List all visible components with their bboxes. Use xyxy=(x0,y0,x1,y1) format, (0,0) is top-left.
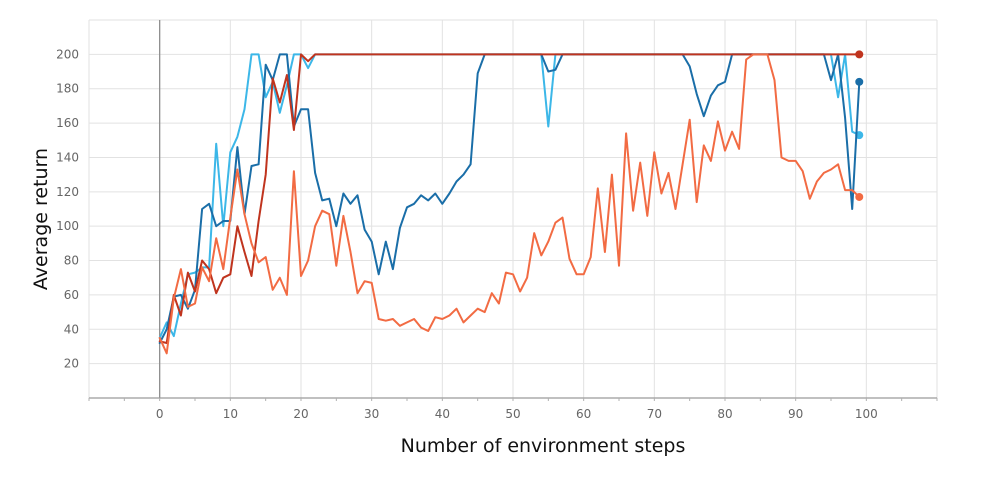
series-end-marker xyxy=(855,50,864,59)
x-tick-label: 70 xyxy=(647,407,662,421)
series-end-marker xyxy=(855,192,864,201)
y-tick-label: 120 xyxy=(56,185,79,199)
x-tick-label: 30 xyxy=(364,407,379,421)
y-tick-label: 80 xyxy=(64,254,79,268)
x-axis-label: Number of environment steps xyxy=(401,435,686,457)
y-tick-label: 180 xyxy=(56,82,79,96)
y-tick-label: 100 xyxy=(56,219,79,233)
x-tick-label: 100 xyxy=(855,407,878,421)
x-tick-label: 40 xyxy=(435,407,450,421)
x-tick-label: 90 xyxy=(788,407,803,421)
series-line xyxy=(158,53,861,344)
x-tick-label: 80 xyxy=(717,407,732,421)
series-layer xyxy=(158,50,864,355)
x-tick-label: 20 xyxy=(293,407,308,421)
y-tick-label: 40 xyxy=(64,322,79,336)
series-line xyxy=(158,53,861,344)
x-tick-label: 0 xyxy=(156,407,164,421)
axes xyxy=(88,20,938,401)
gridlines xyxy=(88,19,938,398)
x-tick-label: 50 xyxy=(505,407,520,421)
y-tick-label: 140 xyxy=(56,150,79,164)
y-tick-label: 20 xyxy=(64,357,79,371)
y-tick-label: 160 xyxy=(56,116,79,130)
y-tick-label: 60 xyxy=(64,288,79,302)
tick-labels: 0 10 20 30 40 50 60 70 80 90 100 20 40 60 80 100 120 140 1… xyxy=(56,47,878,421)
series-end-marker xyxy=(855,77,864,86)
series-line xyxy=(158,53,861,355)
y-axis-label: Average return xyxy=(30,148,52,290)
x-tick-label: 60 xyxy=(576,407,591,421)
x-tick-label: 10 xyxy=(223,407,238,421)
y-tick-label: 200 xyxy=(56,47,79,61)
